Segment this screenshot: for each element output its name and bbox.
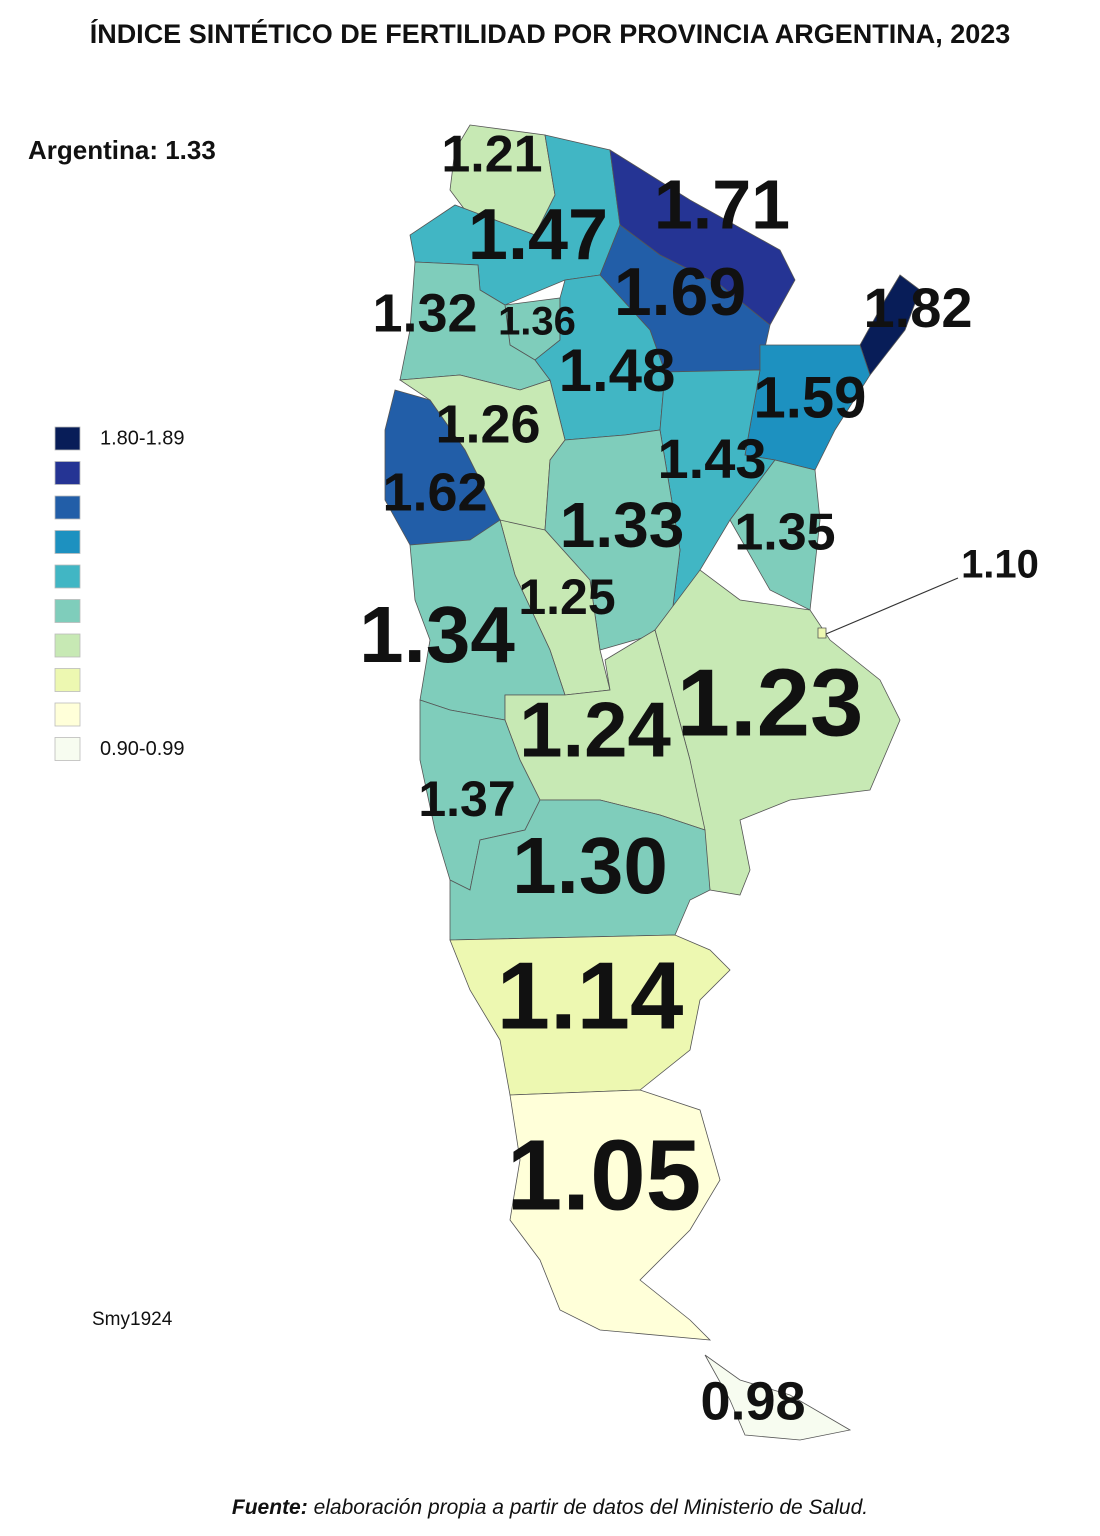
province-value: 1.32 [372, 283, 477, 343]
province-value: 1.05 [507, 1119, 702, 1231]
province-value: 1.82 [864, 276, 973, 339]
province-value: 1.62 [382, 462, 487, 522]
province [704, 1354, 852, 1441]
legend-swatch [54, 633, 81, 658]
map: 1.21 1.47 1.71 1.69 1.82 1.59 1.36 1.32 1.48 1.26… [359, 124, 1039, 1441]
province-value: 1.59 [754, 365, 867, 430]
province-value: 1.24 [519, 686, 671, 774]
province-value: 1.35 [734, 504, 835, 562]
province-value: 0.98 [700, 1371, 805, 1431]
legend-swatch [54, 702, 81, 727]
province-value: 1.71 [654, 165, 790, 243]
legend: 1.80-1.89 0.90-0.99 [54, 426, 185, 761]
legend-swatch [54, 737, 81, 761]
province-value: 1.37 [418, 771, 515, 827]
province-value: 1.26 [435, 394, 540, 454]
province [449, 934, 731, 1096]
province-value: 1.47 [468, 195, 608, 275]
province-value: 1.23 [677, 649, 864, 756]
credit: Smy1924 [92, 1309, 173, 1330]
legend-swatch [54, 461, 81, 485]
legend-swatch [54, 495, 81, 520]
province-value: 1.34 [359, 590, 515, 679]
province-value: 1.36 [498, 300, 576, 344]
legend-swatch [54, 599, 81, 623]
title: ÍNDICE SINTÉTICO DE FERTILIDAD POR PROVI… [90, 18, 1011, 49]
province-value: 1.21 [441, 126, 542, 184]
province-value: 1.43 [658, 427, 767, 490]
source: Fuente: elaboración propia a partir de d… [232, 1496, 868, 1519]
legend-label: 0.90-0.99 [100, 738, 185, 760]
source-text: elaboración propia a partir de datos del… [314, 1496, 869, 1519]
province-value: 1.25 [518, 569, 615, 625]
source-lead: Fuente: [232, 1496, 308, 1519]
province [817, 627, 827, 639]
province-value: 1.48 [559, 337, 676, 404]
leader-line [825, 577, 959, 635]
province-value: 1.14 [497, 942, 684, 1049]
national-value: Argentina: 1.33 [28, 135, 216, 165]
province [544, 429, 681, 651]
province-value: 1.10 [961, 543, 1039, 587]
province-value: 1.33 [560, 489, 685, 561]
province [509, 1089, 721, 1341]
province-value: 1.30 [512, 821, 668, 910]
legend-swatch [54, 530, 81, 554]
legend-label: 1.80-1.89 [100, 427, 185, 449]
legend-swatch [54, 668, 81, 692]
legend-swatch [54, 426, 81, 451]
province-value: 1.69 [614, 254, 746, 330]
province [654, 569, 901, 896]
legend-swatch [54, 564, 81, 589]
